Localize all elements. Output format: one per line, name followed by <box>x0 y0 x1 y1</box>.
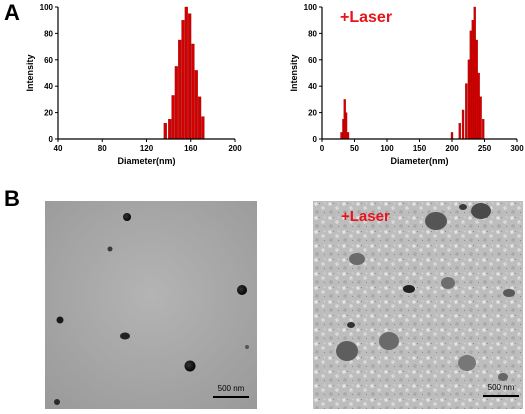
nanoparticle <box>237 285 247 295</box>
nanoparticle <box>123 213 131 221</box>
histogram-bar <box>340 132 343 140</box>
y-tick-label: 60 <box>44 56 53 65</box>
histogram-bar <box>450 132 454 140</box>
x-tick-label: 300 <box>510 144 524 153</box>
histogram-bar <box>475 39 478 140</box>
x-axis-label: Diameter(nm) <box>390 156 448 166</box>
panel-a-label: A <box>4 0 20 25</box>
tem-micrograph-right: +Laser 500 nm <box>313 201 523 409</box>
x-tick-label: 200 <box>228 144 242 153</box>
y-tick-label: 0 <box>49 135 54 144</box>
histogram-bar <box>458 123 461 140</box>
histogram-bar <box>471 20 474 140</box>
y-tick-label: 100 <box>304 3 318 12</box>
scale-bar <box>213 396 249 398</box>
histogram-bar <box>467 59 471 140</box>
y-tick-label: 20 <box>44 109 53 118</box>
y-tick-label: 40 <box>44 82 53 91</box>
aggregate <box>471 203 491 219</box>
histogram-bar <box>461 109 465 140</box>
aggregate <box>441 277 455 289</box>
x-tick-label: 50 <box>350 144 359 153</box>
x-axis-label: Diameter(nm) <box>117 156 175 166</box>
x-tick-label: 250 <box>478 144 492 153</box>
y-tick-label: 100 <box>40 3 54 12</box>
aggregate <box>503 289 515 297</box>
histogram-bar <box>469 30 473 140</box>
histogram-bar <box>163 123 167 140</box>
histogram-bar <box>194 70 198 140</box>
histogram-bar <box>482 119 485 140</box>
histogram-bar <box>168 119 172 140</box>
y-tick-label: 40 <box>308 82 317 91</box>
histogram-bar <box>473 6 476 140</box>
x-tick-label: 0 <box>320 144 325 153</box>
histogram-bar <box>344 112 348 140</box>
scale-bar <box>483 395 519 397</box>
laser-annotation: +Laser <box>341 208 390 225</box>
x-tick-label: 100 <box>380 144 394 153</box>
histogram-bar <box>479 96 482 140</box>
y-tick-label: 60 <box>308 56 317 65</box>
histogram-bar <box>184 6 188 140</box>
scale-bar-label: 500 nm <box>218 384 245 393</box>
y-tick-label: 0 <box>313 135 318 144</box>
histogram-bar <box>178 39 182 140</box>
nanoparticle <box>54 399 60 405</box>
histogram-bar <box>191 43 195 140</box>
histogram-chart-right: 0 20 40 60 80 100 0 50 100 150 200 250 300 Diameter(n… <box>289 3 524 166</box>
nanoparticle <box>184 360 196 372</box>
histogram-bar <box>201 116 205 140</box>
tem-micrograph-left: 500 nm <box>45 201 257 409</box>
histogram-chart-left: 0 20 40 60 80 100 40 80 120 160 200 Diameter(nm) Int… <box>25 3 242 166</box>
x-tick-label: 80 <box>98 144 107 153</box>
nanoparticle <box>107 246 113 252</box>
y-tick-label: 80 <box>44 29 53 38</box>
aggregate <box>379 332 399 350</box>
panel-b-label: B <box>4 186 20 211</box>
histogram-bar <box>174 66 178 140</box>
x-tick-label: 200 <box>445 144 459 153</box>
histogram-bar <box>181 20 185 140</box>
histogram-bar <box>188 13 192 140</box>
x-tick-label: 150 <box>413 144 427 153</box>
histogram-bar <box>198 96 202 140</box>
y-axis-label: Intensity <box>25 54 35 91</box>
y-tick-label: 20 <box>308 109 317 118</box>
aggregate <box>425 212 447 230</box>
tem-image-right: +Laser 500 nm <box>313 201 523 409</box>
aggregate <box>349 253 365 265</box>
x-tick-label: 120 <box>140 144 154 153</box>
histogram-bar <box>477 72 480 140</box>
tem-image-left: 500 nm <box>45 201 257 409</box>
aggregate <box>458 355 476 371</box>
y-tick-label: 80 <box>308 29 317 38</box>
y-axis-label: Intensity <box>289 54 299 91</box>
scale-bar-label: 500 nm <box>488 383 515 392</box>
histogram-bar <box>171 95 175 140</box>
x-tick-label: 40 <box>54 144 63 153</box>
x-tick-label: 160 <box>184 144 198 153</box>
aggregate <box>498 373 508 381</box>
aggregate <box>336 341 358 361</box>
histogram-bar <box>465 83 468 140</box>
aggregate <box>403 285 415 293</box>
histogram-bar <box>346 132 350 140</box>
aggregate <box>347 322 355 328</box>
aggregate <box>459 204 467 210</box>
nanoparticle <box>56 316 64 324</box>
nanoparticle <box>120 332 130 340</box>
laser-annotation: +Laser <box>340 9 392 26</box>
nanoparticle <box>245 345 249 349</box>
